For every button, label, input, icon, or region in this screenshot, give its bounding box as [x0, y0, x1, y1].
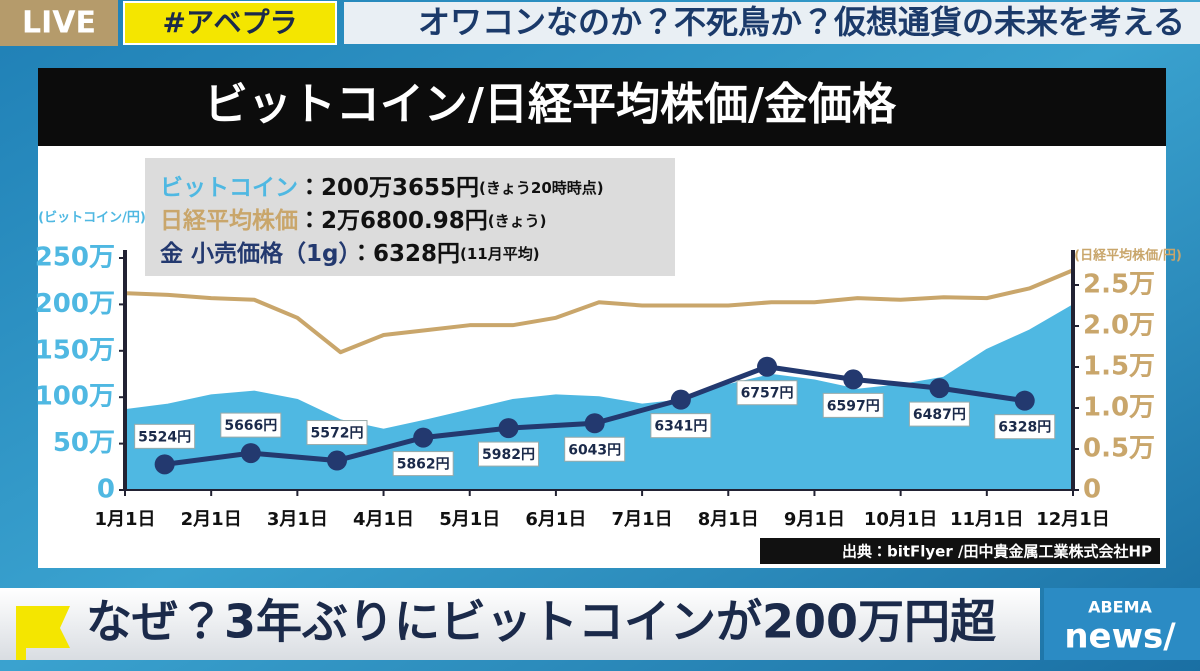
data-point	[670, 389, 691, 410]
value-label: 5572円	[311, 426, 364, 442]
y2-tick-label: 1.5万	[1083, 352, 1155, 382]
headline-text: なぜ？3年ぶりにビットコインが200万円超	[86, 595, 997, 649]
legend-note: (きょう)	[488, 212, 547, 230]
value-label-box	[220, 412, 282, 438]
legend-entry: ビットコイン：200万3655円(きょう20時時点)	[160, 175, 604, 201]
legend-entry: 金 小売価格（1g）：6328円(11月平均)	[160, 240, 540, 267]
value-label-box	[908, 401, 970, 427]
value-label-box	[478, 441, 540, 467]
y-tick-label: 200万	[35, 289, 115, 319]
y-tick-label: 0	[97, 475, 115, 505]
y-tick-label: 100万	[35, 382, 115, 412]
live-badge	[0, 0, 118, 46]
x-tick-label: 4月1日	[353, 509, 414, 530]
flag-icon	[16, 606, 70, 660]
value-label-box	[564, 436, 626, 462]
value-label-box	[392, 451, 454, 477]
value-label: 5862円	[397, 457, 450, 473]
legend-value: ：200万3655円	[298, 175, 479, 201]
value-label: 6487円	[913, 407, 966, 423]
legend-entry: 日経平均株価：2万6800.98円(きょう)	[160, 207, 546, 234]
value-label: 5666円	[224, 418, 277, 434]
value-label-box	[306, 420, 368, 446]
value-label-box	[822, 392, 884, 418]
data-point	[584, 413, 605, 434]
source-text: 出典：bitFlyer /田中貴金属工業株式会社HP	[842, 543, 1152, 561]
legend-note: (きょう20時時点)	[479, 179, 604, 197]
x-tick-label: 5月1日	[439, 509, 500, 530]
x-tick-label: 1月1日	[94, 509, 155, 530]
legend-value: ：6328円	[350, 241, 460, 267]
headline-banner	[0, 588, 1040, 660]
x-tick-label: 3月1日	[267, 509, 328, 530]
chart-title-bar	[38, 68, 1166, 146]
y2-axis-label: (日経平均株価/円)	[1074, 248, 1182, 264]
x-tick-label: 9月1日	[784, 509, 845, 530]
data-point	[843, 369, 864, 390]
data-point	[929, 378, 950, 399]
x-tick-label: 8月1日	[698, 509, 759, 530]
y2-tick-label: 0	[1083, 475, 1101, 505]
value-label-box	[994, 414, 1056, 440]
legend-name: 日経平均株価	[160, 207, 298, 234]
data-point	[498, 418, 519, 439]
y2-tick-label: 2.0万	[1083, 311, 1155, 341]
data-point	[413, 427, 434, 448]
y-tick-label: 250万	[35, 243, 115, 273]
legend-note: (11月平均)	[460, 245, 540, 263]
chart-title: ビットコイン/日経平均株価/金価格	[204, 79, 897, 130]
legend-name: 金 小売価格（1g）	[160, 240, 350, 267]
x-tick-label: 6月1日	[525, 509, 586, 530]
value-label: 6597円	[827, 398, 880, 414]
data-point	[757, 356, 778, 377]
live-text: LIVE	[22, 6, 96, 41]
value-label-box	[134, 423, 196, 449]
data-point	[1014, 390, 1035, 411]
logo-bottom: news/	[1064, 617, 1176, 657]
series-line	[124, 268, 1074, 355]
x-tick-label: 7月1日	[612, 509, 673, 530]
plot: 5524円 5666円 5572円 5862円 5982円 6043円 6341円 6757円…	[35, 243, 1155, 531]
y-axis-label: (ビットコイン/円)	[38, 210, 146, 226]
x-tick-label: 12月1日	[1036, 509, 1110, 530]
legend-name: ビットコイン	[160, 175, 298, 201]
topic-bar	[344, 2, 1200, 44]
x-tick-label: 2月1日	[181, 509, 242, 530]
area-line	[124, 304, 1074, 431]
x-tick-label: 10月1日	[864, 509, 938, 530]
legend-value: ：2万6800.98円	[298, 208, 488, 234]
value-label: 6341円	[654, 419, 707, 435]
data-point	[240, 443, 261, 464]
x-tick-label: 11月1日	[950, 509, 1024, 530]
y2-tick-label: 1.0万	[1083, 393, 1155, 423]
value-label: 5982円	[482, 447, 535, 463]
logo-box	[1044, 588, 1200, 660]
y-tick-label: 150万	[35, 335, 115, 365]
data-point	[327, 450, 348, 471]
hashtag-text: #アベプラ	[163, 6, 298, 39]
value-label: 6328円	[998, 420, 1051, 436]
source-bar	[760, 538, 1160, 564]
logo-top: ABEMA	[1088, 598, 1152, 617]
y-tick-label: 50万	[53, 428, 115, 458]
value-label: 6043円	[568, 442, 621, 458]
value-label: 6757円	[741, 386, 794, 402]
value-label-box	[650, 413, 712, 439]
y2-tick-label: 2.5万	[1083, 270, 1155, 300]
topic-text: オワコンなのか？不死鳥か？仮想通貨の未来を考える	[418, 3, 1185, 41]
hashtag-badge	[123, 1, 337, 45]
legend-box	[145, 158, 675, 276]
data-point	[154, 454, 175, 475]
value-label: 5524円	[138, 429, 191, 445]
y2-tick-label: 0.5万	[1083, 434, 1155, 464]
value-label-box	[736, 380, 798, 406]
